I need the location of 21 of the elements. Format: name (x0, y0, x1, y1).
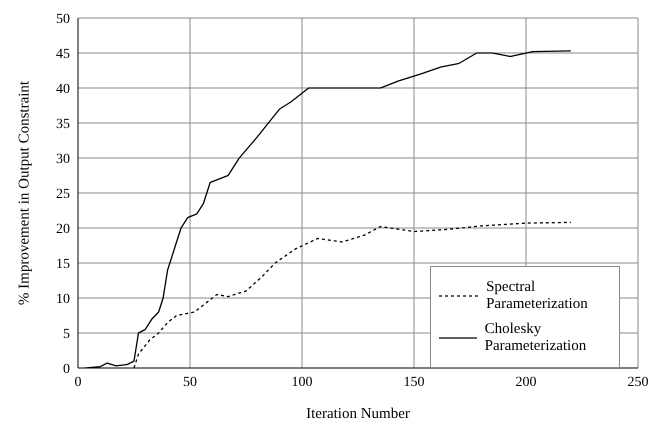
x-tick-label: 100 (292, 374, 312, 390)
x-tick-label: 150 (404, 374, 424, 390)
y-tick-label: 10 (56, 292, 70, 307)
x-tick-label: 50 (183, 374, 197, 390)
y-tick-label: 30 (56, 152, 70, 167)
legend-label: Cholesky Parameterization (484, 321, 588, 355)
y-tick-label: 25 (56, 186, 70, 202)
y-tick-label: 35 (56, 116, 70, 132)
x-tick-label: 200 (516, 374, 536, 390)
y-tick-label: 40 (56, 82, 70, 97)
x-tick-label: 0 (74, 374, 82, 390)
y-tick-label: 50 (56, 12, 70, 27)
y-tick-label: 5 (63, 326, 70, 342)
y-tick-label: 15 (56, 256, 70, 272)
y-tick-label: 0 (63, 362, 70, 377)
y-axis-title: % Improvement in Output Constraint (16, 80, 32, 306)
y-tick-label: 45 (56, 46, 70, 62)
y-tick-label: 20 (56, 222, 70, 237)
x-axis-title: Iteration Number (306, 406, 410, 422)
x-tick-label: 250 (628, 374, 648, 390)
legend-label: Spectral Parameterization (486, 279, 589, 313)
